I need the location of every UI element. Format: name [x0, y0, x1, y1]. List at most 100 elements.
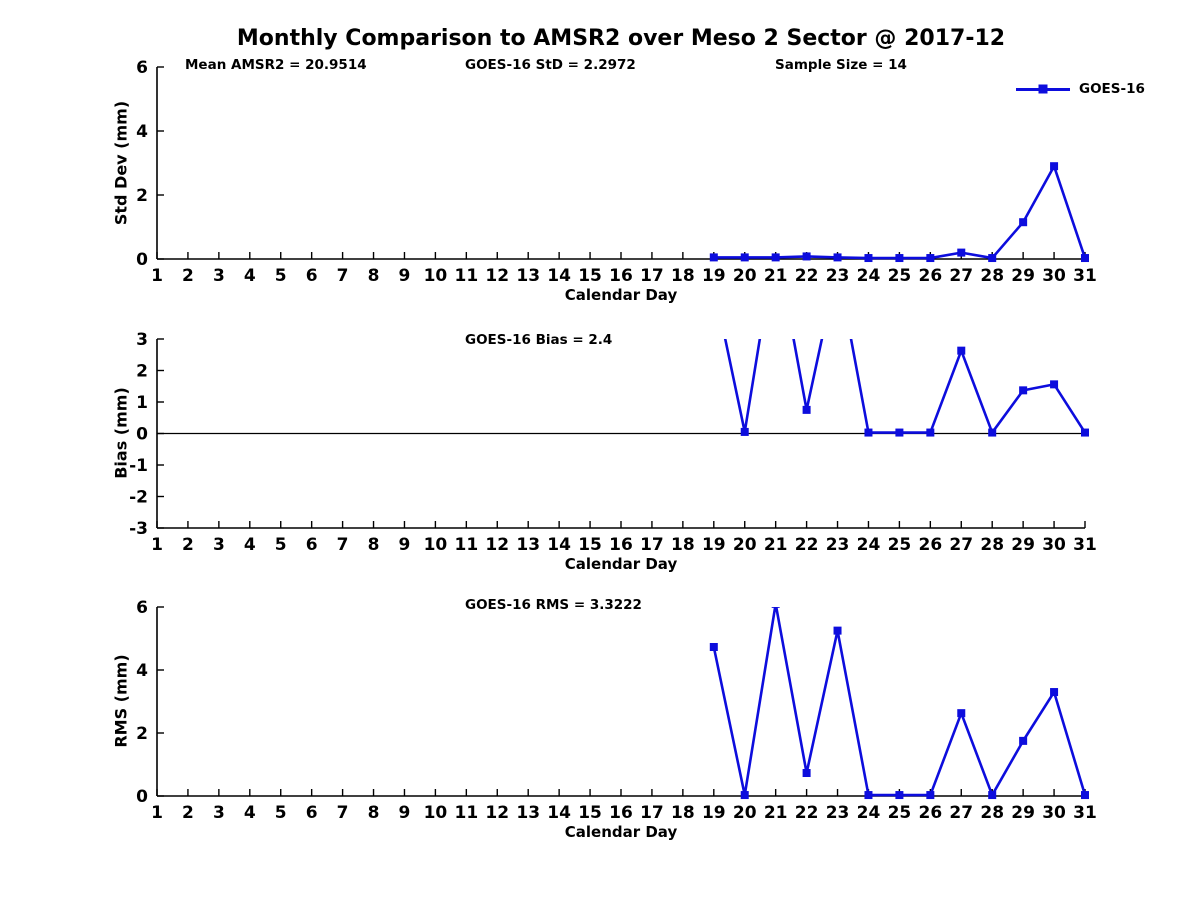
data-point-marker [1050, 688, 1059, 697]
x-tick-label: 21 [764, 266, 788, 286]
y-tick-label: 6 [136, 58, 148, 78]
data-point-marker [771, 607, 780, 608]
x-tick-label: 17 [640, 803, 664, 823]
y-tick-label: 2 [136, 186, 148, 206]
data-point-marker [1081, 254, 1089, 263]
x-tick-label: 26 [918, 803, 942, 823]
x-tick-label: 9 [399, 535, 411, 555]
x-tick-label: 4 [244, 803, 256, 823]
data-point-marker [740, 253, 749, 262]
x-tick-label: 29 [1011, 803, 1035, 823]
x-tick-label: 31 [1073, 266, 1097, 286]
x-tick-label: 14 [547, 535, 571, 555]
x-tick-label: 7 [337, 535, 349, 555]
data-point-marker [833, 253, 842, 262]
x-tick-label: 27 [949, 535, 973, 555]
x-tick-label: 8 [368, 535, 380, 555]
y-tick-label: 2 [136, 724, 148, 744]
y-axis-label-stddev: Std Dev (mm) [111, 100, 131, 226]
annotation-sample-size: Sample Size = 14 [775, 57, 907, 73]
data-point-marker [802, 252, 811, 261]
x-tick-label: 25 [888, 803, 912, 823]
x-tick-label: 12 [485, 266, 509, 286]
data-point-marker [740, 791, 749, 800]
series-GOES-16 [709, 607, 1089, 800]
x-tick-label: 1 [151, 266, 163, 286]
x-tick-label: 28 [980, 266, 1004, 286]
x-tick-label: 7 [337, 803, 349, 823]
x-axis-label-stddev: Calendar Day [564, 286, 678, 304]
series-GOES-16 [709, 162, 1089, 263]
y-tick-label: -1 [129, 456, 148, 476]
x-tick-label: 20 [733, 535, 757, 555]
x-tick-label: 11 [454, 535, 478, 555]
y-tick-label: 0 [136, 787, 148, 807]
x-tick-label: 16 [609, 266, 633, 286]
data-point-marker [740, 427, 749, 436]
x-tick-label: 7 [337, 266, 349, 286]
x-tick-label: 18 [671, 535, 695, 555]
data-point-marker [957, 346, 966, 355]
x-tick-label: 17 [640, 535, 664, 555]
data-point-marker [1019, 386, 1028, 395]
x-tick-label: 6 [306, 535, 318, 555]
x-tick-label: 24 [857, 535, 881, 555]
x-tick-label: 15 [578, 803, 602, 823]
data-point-marker [895, 254, 904, 263]
x-tick-label: 22 [795, 266, 819, 286]
legend-label: GOES-16 [1079, 81, 1145, 97]
x-tick-label: 4 [244, 535, 256, 555]
x-tick-label: 9 [399, 266, 411, 286]
x-tick-label: 10 [424, 266, 448, 286]
x-tick-label: 24 [857, 803, 881, 823]
legend-line-sample [1016, 84, 1070, 94]
y-tick-label: 2 [136, 362, 148, 382]
x-tick-label: 4 [244, 266, 256, 286]
x-tick-label: 24 [857, 266, 881, 286]
x-tick-label: 17 [640, 266, 664, 286]
data-line [712, 607, 1087, 797]
y-tick-label: 0 [136, 250, 148, 270]
x-tick-label: 1 [151, 803, 163, 823]
data-point-marker [864, 428, 873, 437]
data-point-marker [1019, 218, 1028, 227]
data-point-marker [1081, 791, 1089, 800]
x-tick-label: 6 [306, 266, 318, 286]
x-tick-label: 29 [1011, 266, 1035, 286]
data-line [713, 164, 1087, 260]
x-tick-label: 2 [182, 803, 194, 823]
y-axis-label-bias: Bias (mm) [111, 387, 131, 479]
data-point-marker [833, 626, 842, 635]
y-tick-label: 6 [136, 598, 148, 618]
y-tick-label: 4 [136, 661, 148, 681]
x-tick-label: 18 [671, 803, 695, 823]
y-tick-label: -3 [129, 519, 148, 539]
x-tick-label: 3 [213, 266, 225, 286]
y-tick-label: -2 [129, 488, 148, 508]
data-point-marker [1050, 162, 1059, 171]
data-point-marker [1019, 736, 1028, 745]
x-tick-label: 26 [918, 266, 942, 286]
data-point-marker [926, 428, 935, 437]
x-tick-label: 16 [609, 535, 633, 555]
y-tick-label: 4 [136, 122, 148, 142]
data-point-marker [771, 253, 780, 262]
y-tick-label: 3 [136, 330, 148, 350]
x-tick-label: 14 [547, 266, 571, 286]
x-tick-label: 15 [578, 266, 602, 286]
x-tick-label: 26 [918, 535, 942, 555]
x-tick-label: 10 [424, 803, 448, 823]
x-tick-label: 29 [1011, 535, 1035, 555]
y-axis-label-rms: RMS (mm) [111, 654, 131, 748]
data-point-marker [709, 643, 718, 652]
x-tick-label: 22 [795, 803, 819, 823]
x-axis-label-bias: Calendar Day [564, 555, 678, 573]
data-point-marker [988, 428, 997, 437]
x-tick-label: 11 [454, 266, 478, 286]
x-tick-label: 25 [888, 266, 912, 286]
x-tick-label: 6 [306, 803, 318, 823]
x-tick-label: 3 [213, 803, 225, 823]
x-tick-label: 27 [949, 266, 973, 286]
data-point-marker [988, 254, 997, 263]
